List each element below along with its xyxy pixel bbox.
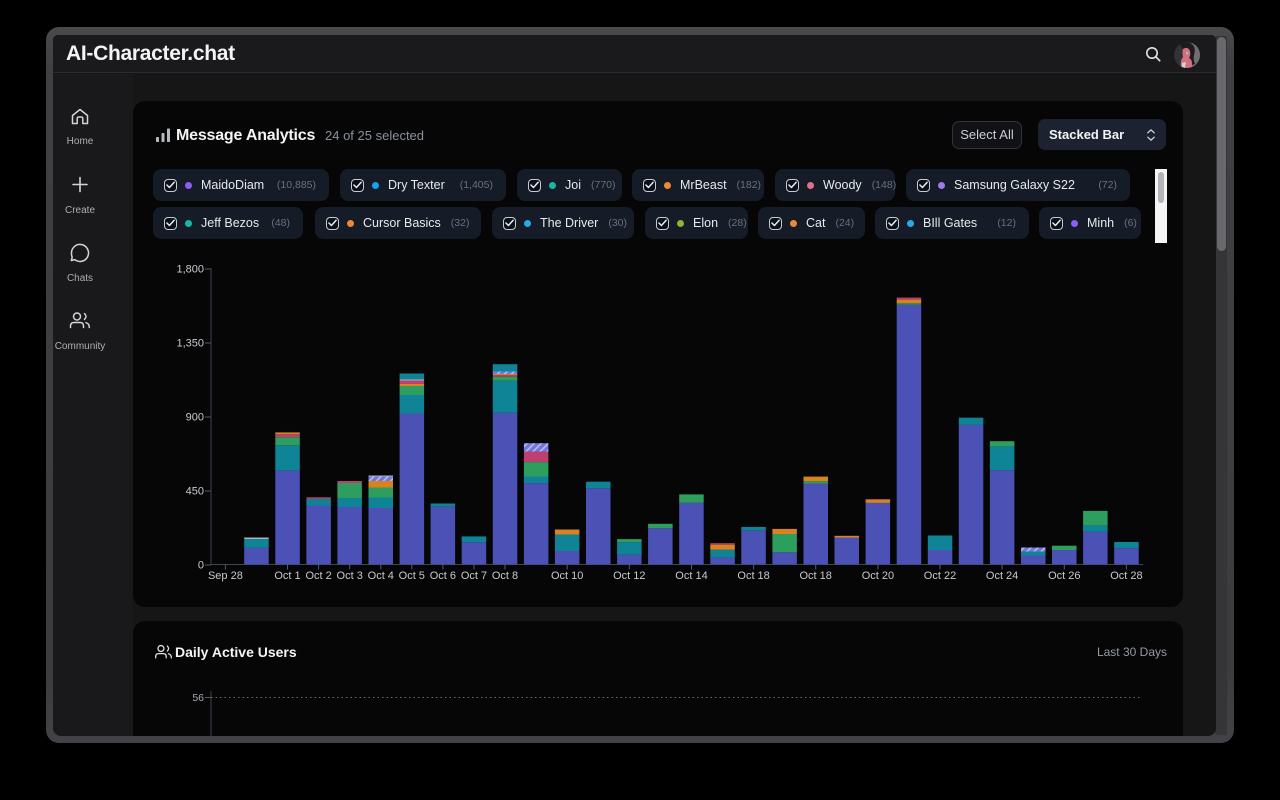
svg-text:Oct 12: Oct 12 <box>613 570 645 582</box>
svg-text:Oct 6: Oct 6 <box>430 570 456 582</box>
svg-text:Oct 14: Oct 14 <box>675 570 707 582</box>
svg-text:Oct 28: Oct 28 <box>1110 570 1142 582</box>
svg-text:Oct 5: Oct 5 <box>399 570 425 582</box>
svg-text:Oct 24: Oct 24 <box>986 570 1018 582</box>
svg-text:56: 56 <box>193 692 204 704</box>
svg-text:Oct 3: Oct 3 <box>337 570 363 582</box>
svg-text:1,350: 1,350 <box>176 338 204 350</box>
svg-text:Sep 28: Sep 28 <box>208 570 243 582</box>
svg-text:0: 0 <box>198 560 204 572</box>
svg-text:Oct 18: Oct 18 <box>737 570 769 582</box>
svg-text:Oct 10: Oct 10 <box>551 570 583 582</box>
svg-text:Oct 8: Oct 8 <box>492 570 518 582</box>
svg-text:Oct 18: Oct 18 <box>799 570 831 582</box>
svg-text:1,800: 1,800 <box>176 264 204 276</box>
svg-text:Oct 7: Oct 7 <box>461 570 487 582</box>
svg-text:Oct 4: Oct 4 <box>368 570 394 582</box>
svg-text:Oct 1: Oct 1 <box>274 570 300 582</box>
svg-text:900: 900 <box>186 412 204 424</box>
svg-text:Oct 2: Oct 2 <box>305 570 331 582</box>
svg-text:Oct 22: Oct 22 <box>924 570 956 582</box>
svg-text:450: 450 <box>186 486 204 498</box>
svg-text:Oct 26: Oct 26 <box>1048 570 1080 582</box>
svg-text:Oct 20: Oct 20 <box>862 570 894 582</box>
